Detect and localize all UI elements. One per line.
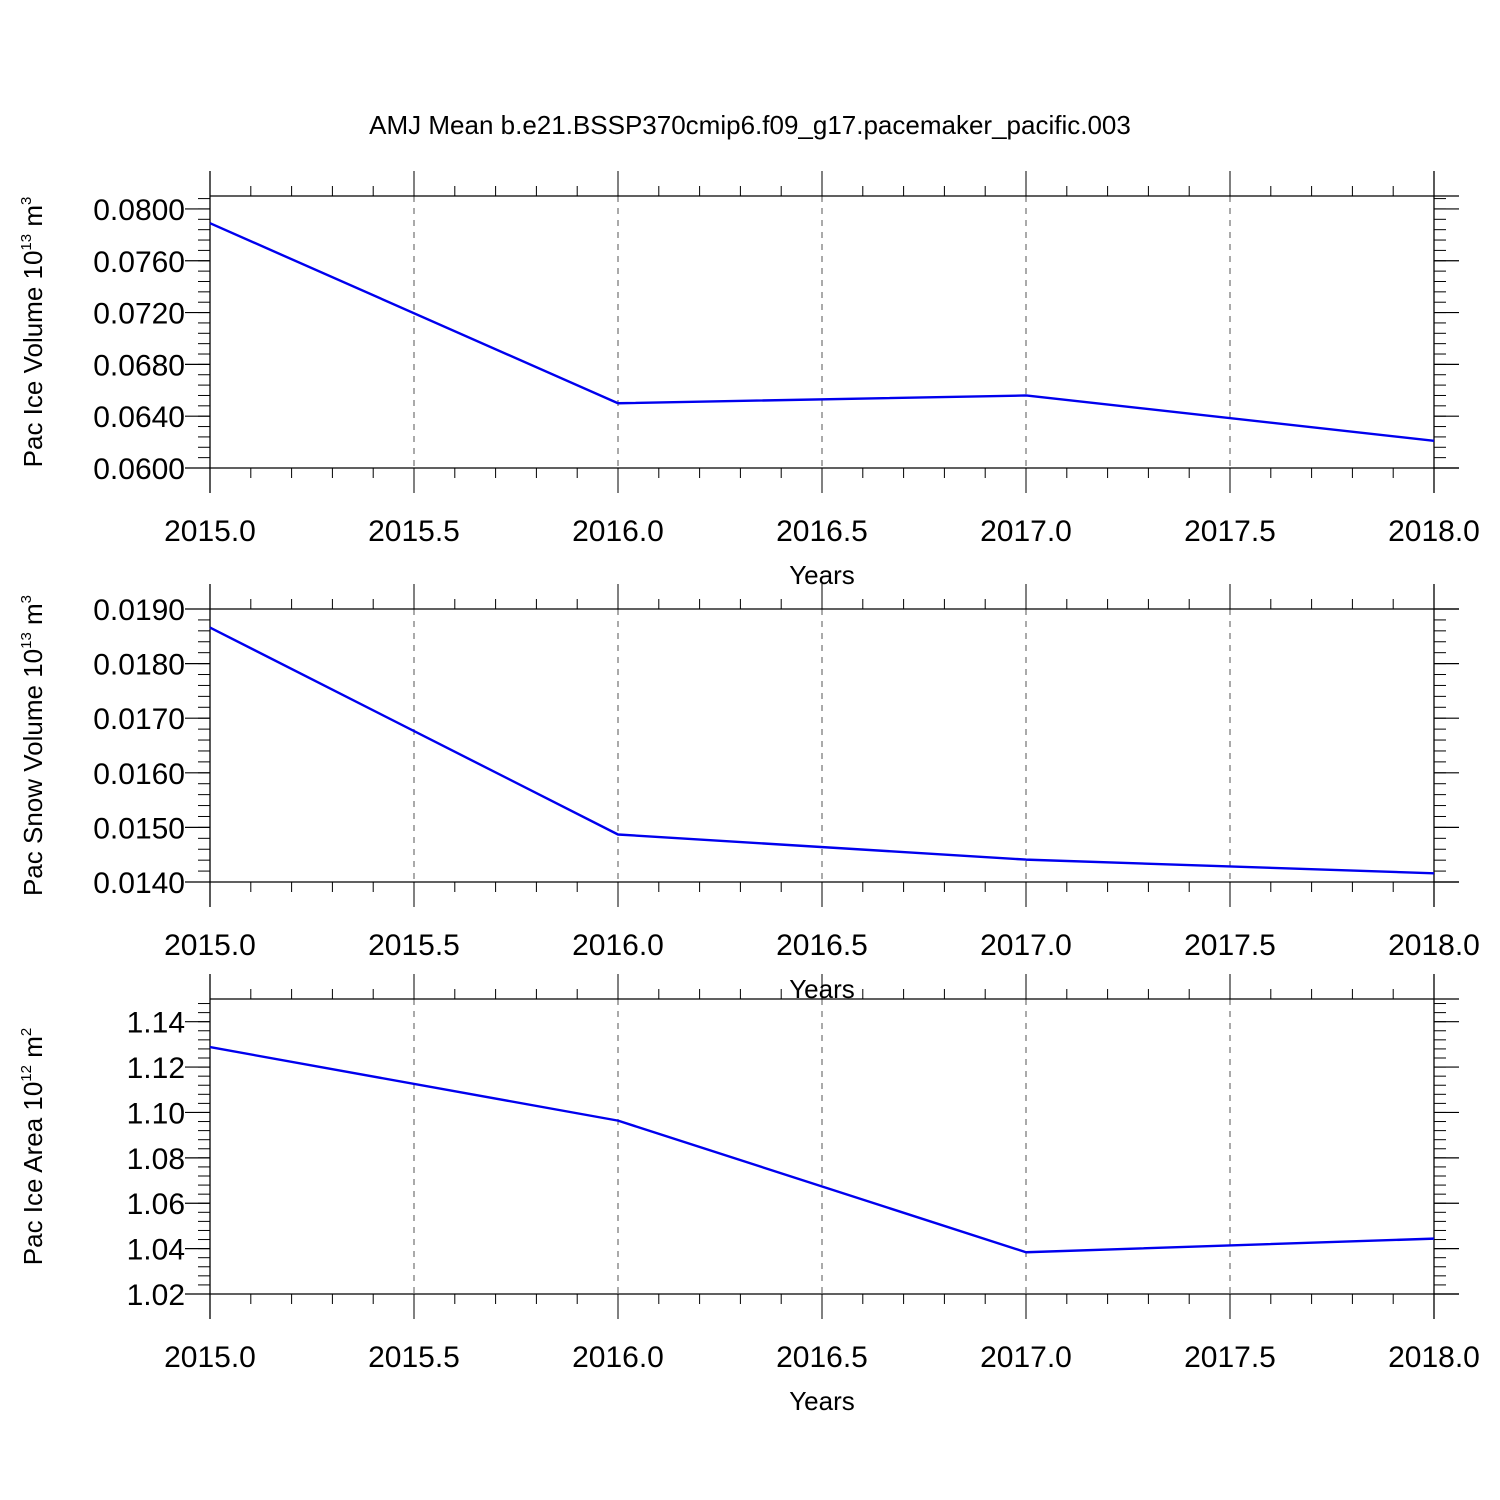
series-line — [209, 1045, 1435, 1254]
panels: 0.0600 0.0640 0.0680 0.0720 0.0760 0.0800 2015… — [18, 171, 1480, 1416]
y-tick-label: 0.0760 — [93, 246, 185, 279]
x-tick-label: 2017.0 — [980, 515, 1072, 548]
x-tick-label: 2015.0 — [164, 515, 256, 548]
y-axis-title-unit-exponent: 2 — [18, 1028, 35, 1036]
y-tick-label: 0.0180 — [93, 649, 185, 682]
y-tick-label: 0.0600 — [93, 453, 185, 486]
y-axis-title-text: Pac Ice Area 10 — [18, 1082, 48, 1266]
y-axis-title-unit-exponent: 3 — [18, 595, 35, 603]
y-tick-label: 0.0720 — [93, 298, 185, 331]
y-axis-title-unit: m — [18, 1036, 48, 1065]
series-line — [209, 626, 1435, 875]
series-line — [209, 222, 1435, 442]
x-tick-label: 2017.5 — [1184, 929, 1276, 962]
x-tick-label: 2018.0 — [1388, 515, 1480, 548]
y-axis-title-text: Pac Ice Volume 10 — [18, 251, 48, 468]
x-tick-label: 2017.5 — [1184, 515, 1276, 548]
x-tick-label: 2015.0 — [164, 929, 256, 962]
y-axis-title-exponent: 13 — [18, 234, 35, 251]
x-tick-label: 2016.5 — [776, 515, 868, 548]
y-axis-title-exponent: 12 — [18, 1065, 35, 1082]
panel-1: 0.0600 0.0640 0.0680 0.0720 0.0760 0.0800 2015… — [18, 171, 1480, 590]
panel-2: 0.0140 0.0150 0.0160 0.0170 0.0180 0.0190 2015… — [18, 584, 1480, 1004]
x-tick-label: 2015.5 — [368, 1341, 460, 1374]
y-axis-title-unit-exponent: 3 — [18, 197, 35, 205]
x-tick-label: 2015.5 — [368, 515, 460, 548]
y-tick-label: 1.02 — [127, 1279, 185, 1312]
y-tick-label: 1.14 — [127, 1007, 185, 1040]
y-tick-label: 1.12 — [127, 1052, 185, 1085]
y-tick-label: 1.06 — [127, 1188, 185, 1221]
y-tick-label: 0.0680 — [93, 349, 185, 382]
x-tick-label: 2016.0 — [572, 1341, 664, 1374]
y-tick-label: 1.08 — [127, 1143, 185, 1176]
x-tick-label: 2017.0 — [980, 1341, 1072, 1374]
x-tick-label: 2016.0 — [572, 929, 664, 962]
y-axis-title: Pac Ice Area 1012 m2 — [18, 1028, 48, 1265]
x-tick-label: 2018.0 — [1388, 1341, 1480, 1374]
figure-title: AMJ Mean b.e21.BSSP370cmip6.f09_g17.pace… — [369, 110, 1131, 140]
y-axis-title: Pac Ice Volume 1013 m3 — [18, 197, 48, 468]
y-tick-label: 0.0150 — [93, 812, 185, 845]
y-tick-label: 0.0160 — [93, 758, 185, 791]
x-tick-label: 2015.5 — [368, 929, 460, 962]
x-tick-label: 2017.0 — [980, 929, 1072, 962]
y-axis-title-unit: m — [18, 603, 48, 632]
y-tick-label: 0.0140 — [93, 867, 185, 900]
y-tick-label: 1.04 — [127, 1234, 185, 1267]
y-axis-title-text: Pac Snow Volume 10 — [18, 649, 48, 896]
y-tick-label: 0.0190 — [93, 594, 185, 627]
y-tick-label: 0.0640 — [93, 401, 185, 434]
y-tick-label: 1.10 — [127, 1097, 185, 1130]
x-tick-label: 2016.5 — [776, 1341, 868, 1374]
y-axis-title-unit: m — [18, 205, 48, 234]
x-tick-label: 2018.0 — [1388, 929, 1480, 962]
panel-3: 1.02 1.04 1.06 1.08 1.10 1.12 1.14 2015.0 2015.5… — [18, 974, 1480, 1416]
y-tick-label: 0.0800 — [93, 194, 185, 227]
x-tick-label: 2016.5 — [776, 929, 868, 962]
x-axis-title: Years — [789, 1386, 855, 1416]
y-axis-title: Pac Snow Volume 1013 m3 — [18, 595, 48, 896]
y-tick-label: 0.0170 — [93, 703, 185, 736]
x-tick-label: 2016.0 — [572, 515, 664, 548]
x-tick-label: 2017.5 — [1184, 1341, 1276, 1374]
x-tick-label: 2015.0 — [164, 1341, 256, 1374]
y-axis-title-exponent: 13 — [18, 632, 35, 649]
